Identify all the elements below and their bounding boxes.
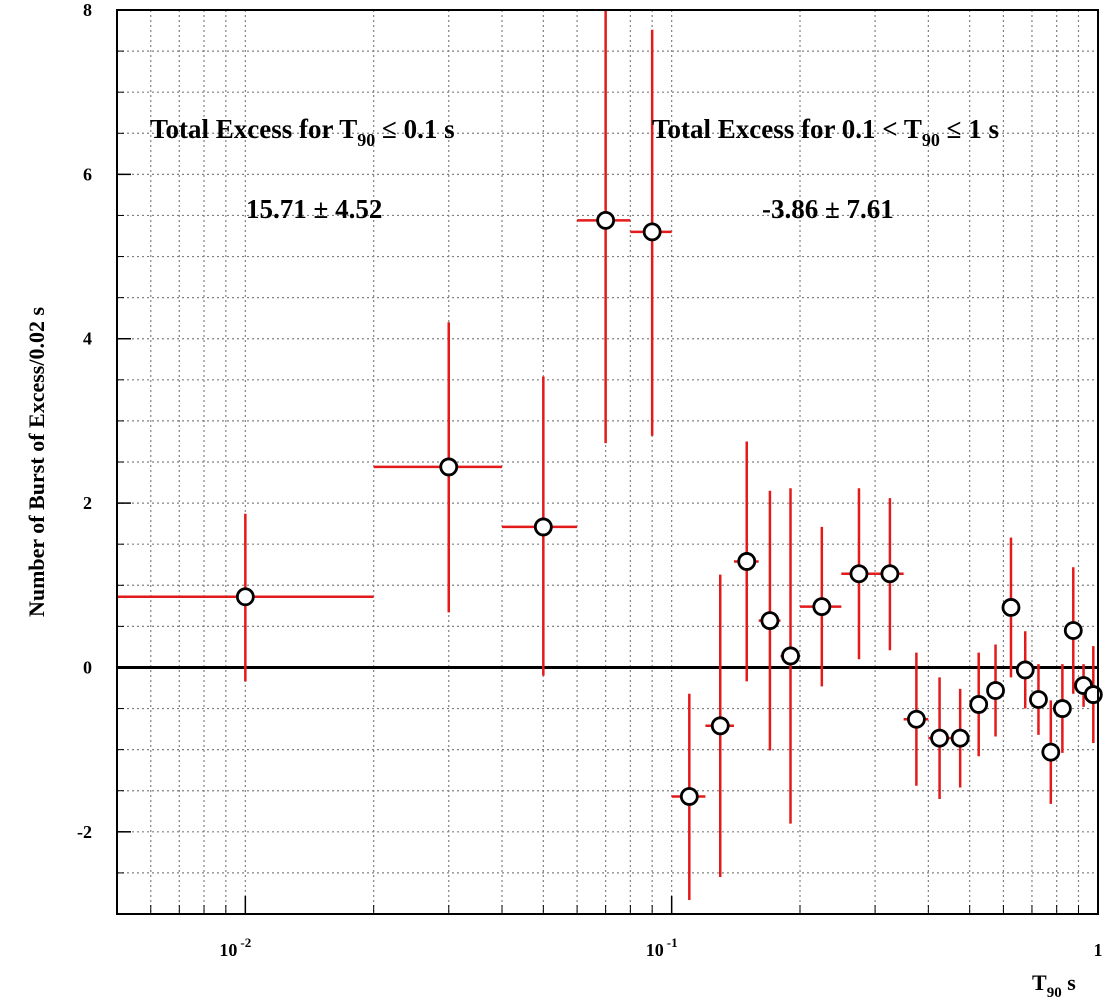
data-point xyxy=(1063,621,1083,640)
marker-layer xyxy=(235,210,1103,806)
right-annotation-value: -3.86 ± 7.61 xyxy=(762,194,894,224)
data-point xyxy=(737,552,757,571)
data-point xyxy=(1052,699,1072,718)
left-annotation-title: Total Excess for T90 ≤ 0.1 s xyxy=(150,114,455,150)
left-annotation-value: 15.71 ± 4.52 xyxy=(246,194,382,224)
right-annotation-title: Total Excess for 0.1 < T90 ≤ 1 s xyxy=(652,114,999,150)
x-tick-label: 1 xyxy=(1094,940,1103,960)
y-tick-label: 2 xyxy=(83,493,92,513)
y-tick-label: 4 xyxy=(83,329,92,349)
x-tick-labels: 10 -2 10 -1 1 xyxy=(150,896,1103,960)
data-point xyxy=(812,597,832,617)
data-point xyxy=(1029,690,1048,709)
data-point xyxy=(1001,598,1021,617)
data-point xyxy=(950,728,970,748)
data-point xyxy=(930,728,949,748)
data-point xyxy=(1015,660,1035,680)
data-point xyxy=(1041,742,1061,762)
x-tick-label: 10 -1 xyxy=(646,935,678,960)
data-point xyxy=(710,716,730,736)
data-point xyxy=(533,517,553,537)
y-axis-label: Number of Burst of Excess/0.02 s xyxy=(24,307,49,617)
data-point xyxy=(906,709,926,729)
data-point xyxy=(849,564,869,584)
data-point xyxy=(760,611,780,631)
x-tick-label: 10 -2 xyxy=(219,935,251,960)
data-point xyxy=(235,587,255,607)
y-tick-label: 8 xyxy=(83,0,92,20)
data-point xyxy=(642,222,662,242)
data-point xyxy=(969,695,989,714)
data-point xyxy=(596,210,616,230)
data-point xyxy=(781,646,800,666)
data-point xyxy=(439,457,459,477)
y-tick-label: 6 xyxy=(83,164,92,184)
y-tick-label: -2 xyxy=(77,822,92,842)
data-point xyxy=(880,564,900,584)
data-point xyxy=(986,681,1005,700)
y-tick-labels: -2 0 2 4 6 8 xyxy=(77,0,131,915)
y-tick-label: 0 xyxy=(83,657,92,677)
x-axis-label: T90 s xyxy=(1032,970,1076,1001)
data-point xyxy=(679,787,699,806)
